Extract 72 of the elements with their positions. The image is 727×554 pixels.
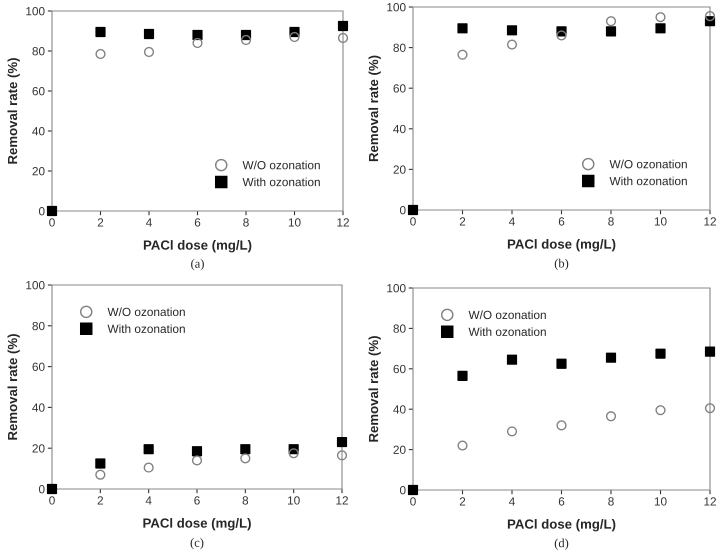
legend-label: W/O ozonation <box>242 160 320 170</box>
y-axis-title: Removal rate (%) <box>368 56 381 162</box>
y-tick-label: 20 <box>32 167 45 176</box>
x-tick-label: 0 <box>49 218 55 227</box>
legend-label: With ozonation <box>468 327 546 336</box>
x-tick-label: 0 <box>49 496 55 505</box>
y-tick-label: 0 <box>38 207 45 216</box>
text: (d) <box>554 538 568 550</box>
text: (a) <box>191 259 204 270</box>
y-tick-label: 20 <box>394 446 406 454</box>
text: (b) <box>554 258 568 270</box>
x-tick-label: 4 <box>508 217 515 226</box>
legend-label: W/O ozonation <box>108 307 185 316</box>
y-tick-label: 0 <box>400 486 406 494</box>
x-tick-label: 6 <box>194 496 200 505</box>
x-tick-label: 4 <box>146 496 152 504</box>
x-tick-label: 0 <box>410 497 416 506</box>
y-axis-title: Removal rate (%) <box>8 334 20 440</box>
legend-label: With ozonation <box>108 324 185 334</box>
legend-label: With ozonation <box>610 176 687 186</box>
x-tick-label: 2 <box>460 217 466 226</box>
x-axis-title: PACl dose (mg/L) <box>508 239 616 252</box>
x-axis-title: PACl dose (mg/L) <box>144 240 252 252</box>
y-tick-label: 60 <box>394 84 406 93</box>
x-tick-label: 8 <box>243 218 249 227</box>
x-tick-label: 8 <box>608 497 614 506</box>
x-tick-label: 12 <box>704 497 716 506</box>
x-tick-label: 2 <box>460 497 466 506</box>
legend-label: W/O ozonation <box>610 160 687 168</box>
legend-label: With ozonation <box>242 178 320 186</box>
x-tick-label: 10 <box>288 496 300 505</box>
y-tick-label: 40 <box>393 405 406 414</box>
y-tick-label: 100 <box>387 3 406 12</box>
x-tick-label: 2 <box>98 496 104 504</box>
y-tick-label: 100 <box>26 7 45 16</box>
y-tick-label: 80 <box>393 44 406 52</box>
x-tick-label: 6 <box>194 218 200 227</box>
x-axis-title: PACl dose (mg/L) <box>143 518 251 530</box>
x-tick-label: 10 <box>288 218 301 227</box>
x-tick-label: 4 <box>508 497 515 506</box>
x-tick-label: 6 <box>558 217 564 226</box>
x-tick-label: 12 <box>336 496 348 504</box>
x-tick-label: 0 <box>410 217 416 226</box>
x-tick-label: 2 <box>98 218 104 226</box>
x-tick-label: 12 <box>704 217 716 226</box>
y-tick-label: 40 <box>32 403 45 412</box>
y-tick-label: 100 <box>387 284 406 292</box>
y-tick-label: 100 <box>26 281 45 290</box>
x-tick-label: 8 <box>242 496 248 505</box>
y-tick-label: 60 <box>32 87 45 96</box>
x-tick-label: 12 <box>337 218 349 226</box>
x-tick-label: 10 <box>654 217 667 226</box>
y-tick-label: 20 <box>394 165 406 174</box>
y-tick-label: 80 <box>32 47 45 56</box>
y-axis-title: Removal rate (%) <box>368 336 381 442</box>
legend-label: W/O ozonation <box>468 310 546 320</box>
y-tick-label: 20 <box>32 444 45 453</box>
y-tick-label: 60 <box>394 364 406 374</box>
y-tick-label: 40 <box>393 124 406 134</box>
y-axis-title: Removal rate (%) <box>8 58 20 164</box>
x-axis-title: PACl dose (mg/L) <box>508 519 616 532</box>
y-tick-label: 80 <box>32 322 45 330</box>
y-tick-label: 40 <box>32 127 45 136</box>
y-tick-label: 0 <box>38 485 45 494</box>
y-tick-label: 60 <box>32 362 45 371</box>
x-tick-label: 6 <box>558 497 564 506</box>
y-tick-label: 80 <box>393 324 406 333</box>
x-tick-label: 8 <box>608 217 614 226</box>
text: (c) <box>190 538 204 550</box>
x-tick-label: 4 <box>146 218 152 226</box>
x-tick-label: 10 <box>654 497 667 506</box>
y-tick-label: 0 <box>400 206 406 214</box>
